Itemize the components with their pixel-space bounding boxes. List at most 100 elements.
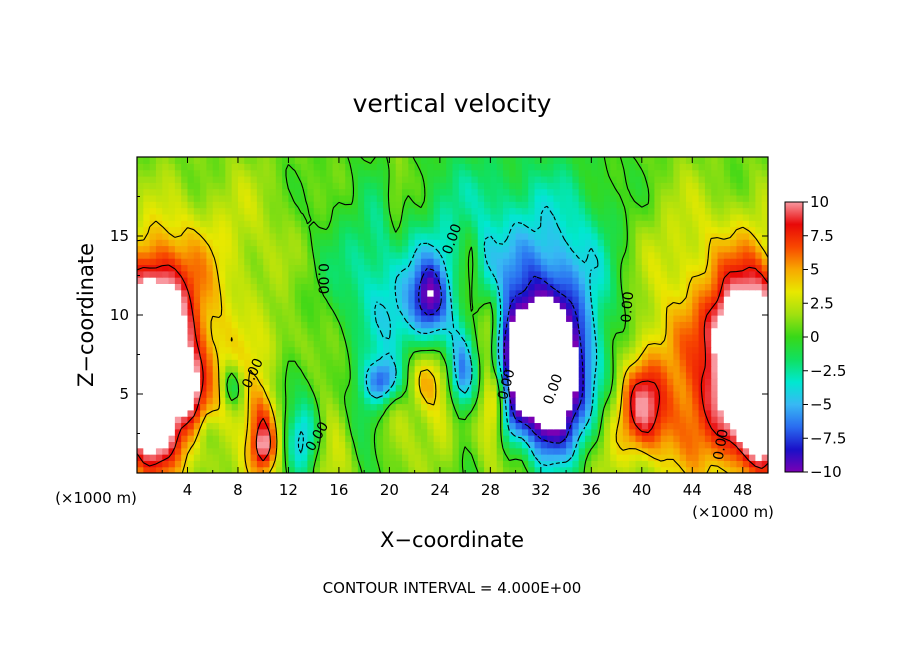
heatmap-cell <box>231 220 239 228</box>
heatmap-cell <box>351 289 359 297</box>
heatmap-cell <box>225 182 233 190</box>
heatmap-cell <box>547 258 555 266</box>
heatmap-cell <box>206 270 214 278</box>
heatmap-cell <box>711 194 719 202</box>
heatmap-cell <box>585 460 592 468</box>
heatmap-cell <box>509 251 517 259</box>
heatmap-cell <box>288 182 296 190</box>
heatmap-cell <box>591 428 599 436</box>
heatmap-cell <box>648 201 656 209</box>
heatmap-cell <box>256 378 264 386</box>
heatmap-cell <box>433 264 441 272</box>
heatmap-cell <box>704 403 712 411</box>
heatmap-cell <box>193 460 201 468</box>
heatmap-cell <box>610 454 618 461</box>
heatmap-cell <box>376 201 384 209</box>
heatmap-cell <box>389 239 397 247</box>
heatmap-cell <box>288 213 296 221</box>
heatmap-cell <box>465 289 473 297</box>
heatmap-cell <box>578 447 586 455</box>
heatmap-cell <box>711 157 719 164</box>
heatmap-cell <box>376 283 384 291</box>
heatmap-cell <box>332 359 340 367</box>
heatmap-cell <box>256 251 264 259</box>
heatmap-cell <box>761 447 768 455</box>
heatmap-cell <box>698 454 706 461</box>
heatmap-cell <box>648 302 656 310</box>
heatmap-cell <box>749 454 756 461</box>
heatmap-cell <box>610 441 618 449</box>
heatmap-cell <box>237 270 245 278</box>
heatmap-cell <box>389 403 397 411</box>
heatmap-cell <box>484 447 491 455</box>
heatmap-cell <box>269 220 277 228</box>
heatmap-cell <box>566 397 573 405</box>
heatmap-cell <box>477 201 485 209</box>
heatmap-cell <box>742 169 750 177</box>
heatmap-cell <box>313 213 321 221</box>
heatmap-cell <box>692 454 700 461</box>
heatmap-cell <box>187 359 195 367</box>
heatmap-cell <box>534 188 542 196</box>
heatmap-cell <box>395 308 403 316</box>
heatmap-cell <box>275 333 283 341</box>
heatmap-cell <box>313 460 321 468</box>
heatmap-cell <box>673 258 681 266</box>
heatmap-cell <box>275 188 283 196</box>
heatmap-cell <box>698 175 706 183</box>
heatmap-cell <box>301 422 308 430</box>
heatmap-cell <box>143 232 151 240</box>
heatmap-cell <box>212 422 220 430</box>
heatmap-cell <box>332 258 340 266</box>
heatmap-cell <box>578 308 586 316</box>
heatmap-cell <box>200 239 208 247</box>
heatmap-cell <box>755 327 763 335</box>
heatmap-cell <box>288 283 296 291</box>
heatmap-cell <box>237 169 245 177</box>
heatmap-cell <box>717 384 725 392</box>
heatmap-cell <box>597 213 605 221</box>
heatmap-cell <box>162 270 170 278</box>
heatmap-cell <box>553 157 561 164</box>
heatmap-cell <box>496 428 504 436</box>
heatmap-cell <box>357 390 365 398</box>
heatmap-cell <box>490 384 498 392</box>
heatmap-cell <box>181 435 189 442</box>
heatmap-cell <box>559 182 567 190</box>
heatmap-cell <box>294 397 302 405</box>
heatmap-cell <box>263 371 271 379</box>
heatmap-cell <box>193 258 201 266</box>
heatmap-cell <box>730 264 738 272</box>
heatmap-cell <box>641 346 649 354</box>
heatmap-cell <box>187 258 195 266</box>
heatmap-cell <box>654 163 662 171</box>
heatmap-cell <box>319 188 327 196</box>
heatmap-cell <box>755 182 763 190</box>
heatmap-cell <box>256 169 264 177</box>
heatmap-cell <box>484 169 491 177</box>
heatmap-cell <box>427 378 435 386</box>
heatmap-cell <box>231 251 239 259</box>
heatmap-cell <box>269 384 277 392</box>
heatmap-cell <box>256 296 264 303</box>
heatmap-cell <box>389 296 397 303</box>
heatmap-cell <box>465 352 473 360</box>
heatmap-cell <box>389 384 397 392</box>
heatmap-cell <box>345 258 353 266</box>
heatmap-cell <box>174 422 182 430</box>
heatmap-cell <box>502 283 510 291</box>
heatmap-cell <box>496 213 504 221</box>
heatmap-cell <box>439 447 447 455</box>
heatmap-cell <box>162 201 170 209</box>
heatmap-cell <box>458 315 466 322</box>
heatmap-cell <box>427 182 435 190</box>
heatmap-cell <box>591 182 599 190</box>
heatmap-cell <box>660 315 668 322</box>
heatmap-cell <box>408 397 416 405</box>
heatmap-cell <box>225 327 233 335</box>
heatmap-cell <box>294 435 302 442</box>
heatmap-cell <box>219 333 226 341</box>
heatmap-cell <box>193 428 201 436</box>
heatmap-cell <box>711 251 719 259</box>
heatmap-cell <box>717 428 725 436</box>
